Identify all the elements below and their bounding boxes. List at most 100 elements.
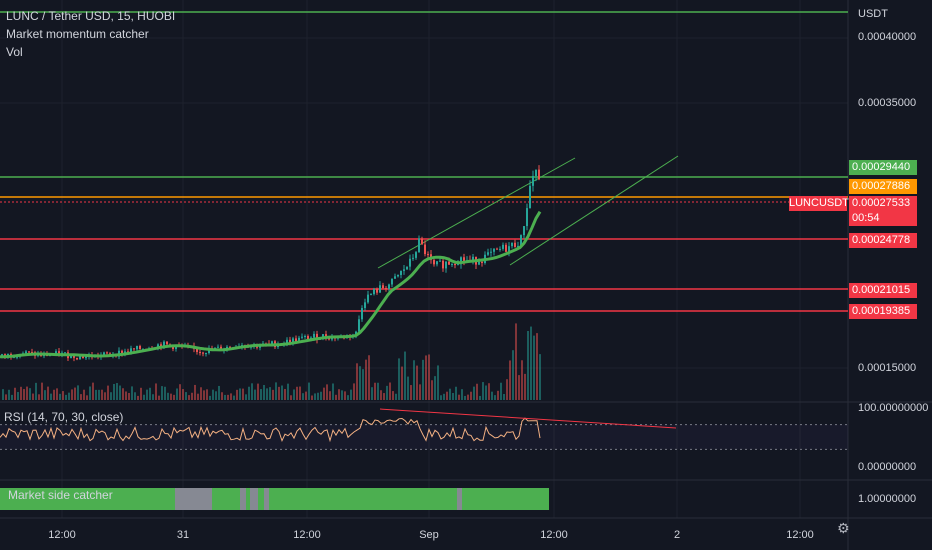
candle-body — [133, 348, 135, 350]
volume-bar — [266, 388, 268, 400]
volume-bar — [302, 393, 304, 400]
volume-bar — [278, 386, 280, 400]
volume-bar — [200, 387, 202, 400]
momentum-ma-line — [0, 210, 542, 359]
candle-body — [451, 263, 453, 265]
time-label: 2 — [673, 529, 681, 541]
volume-bar — [104, 392, 106, 400]
channel-upper — [377, 157, 576, 269]
market-side-tick: 1.00000000 — [858, 493, 917, 505]
volume-bar — [188, 395, 190, 400]
volume-bar — [503, 393, 505, 400]
volume-bar — [152, 394, 154, 400]
volume-bar — [8, 389, 10, 400]
candle-body — [442, 260, 444, 269]
market-side-neutral — [240, 488, 246, 510]
volume-bar — [227, 394, 229, 400]
price-tag-support-3: 0.00019385 — [849, 304, 917, 319]
volume-bar — [479, 395, 481, 400]
volume-bar — [257, 383, 259, 400]
channel-lower — [509, 155, 679, 266]
rsi-line — [0, 417, 541, 443]
bar-countdown: 00:54 — [849, 211, 917, 226]
candle-body — [487, 252, 489, 255]
volume-bar — [341, 390, 343, 400]
volume-bar — [119, 385, 121, 400]
rsi-legend[interactable]: RSI (14, 70, 30, close) — [4, 410, 124, 424]
volume-bar — [446, 391, 448, 400]
volume-bar — [431, 380, 433, 400]
volume-bar — [170, 393, 172, 400]
volume-bar — [314, 393, 316, 400]
volume-bar — [470, 391, 472, 400]
volume-bar — [212, 389, 214, 400]
candle-body — [445, 261, 447, 269]
candle-body — [514, 242, 516, 248]
candle-body — [415, 252, 417, 258]
volume-bar — [374, 382, 376, 400]
volume-bar — [26, 386, 28, 400]
symbol-legend[interactable]: LUNC / Tether USD, 15, HUOBI — [6, 9, 176, 23]
candle-body — [388, 284, 390, 289]
price-tag-support-2: 0.00021015 — [849, 283, 917, 298]
indicator-legend-volume[interactable]: Vol — [6, 45, 23, 59]
indicator-legend-momentum[interactable]: Market momentum catcher — [6, 27, 149, 41]
market-side-legend[interactable]: Market side catcher — [8, 488, 113, 502]
volume-bar — [122, 388, 124, 400]
volume-bar — [98, 389, 100, 400]
candle-body — [106, 352, 108, 354]
gear-icon[interactable]: ⚙ — [837, 520, 850, 536]
volume-bar — [419, 384, 421, 400]
candle-body — [526, 208, 528, 227]
volume-bar — [425, 355, 427, 400]
volume-bar — [350, 389, 352, 400]
volume-bar — [527, 330, 529, 400]
candle-body — [505, 244, 507, 252]
candle-body — [520, 235, 522, 246]
volume-bar — [347, 395, 349, 400]
candle-body — [139, 346, 141, 350]
volume-bar — [536, 333, 538, 400]
volume-bar — [344, 391, 346, 400]
candle-body — [163, 341, 165, 348]
volume-bars — [2, 323, 541, 400]
market-side-bar — [0, 488, 549, 510]
price-tick: 0.00035000 — [858, 97, 917, 109]
candle-body — [136, 346, 138, 350]
candle-body — [166, 341, 168, 345]
volume-bar — [254, 389, 256, 400]
candle-body — [481, 261, 483, 263]
volume-bar — [167, 392, 169, 400]
volume-bar — [401, 366, 403, 400]
volume-bar — [116, 383, 118, 400]
volume-bar — [83, 389, 85, 400]
candle-body — [400, 270, 402, 275]
volume-bar — [32, 393, 34, 400]
volume-bar — [404, 351, 406, 400]
volume-bar — [65, 394, 67, 400]
candle-body — [79, 356, 81, 360]
currency-label: USDT — [858, 8, 888, 20]
volume-bar — [518, 375, 520, 400]
candle-body — [367, 294, 369, 303]
volume-bar — [74, 387, 76, 400]
volume-bar — [233, 395, 235, 400]
momentum-line — [0, 210, 542, 359]
volume-bar — [125, 391, 127, 400]
volume-bar — [338, 389, 340, 400]
volume-bar — [197, 393, 199, 400]
volume-bar — [539, 354, 541, 400]
time-label: 12:00 — [786, 529, 814, 541]
candle-body — [121, 350, 123, 355]
volume-bar — [473, 386, 475, 400]
volume-bar — [218, 385, 220, 400]
volume-bar — [95, 389, 97, 400]
volume-bar — [191, 392, 193, 400]
volume-bar — [248, 386, 250, 400]
price-tag-orange: 0.00027886 — [849, 179, 917, 194]
volume-bar — [134, 392, 136, 400]
rsi-divergence-line — [379, 408, 677, 429]
candle-body — [535, 169, 537, 176]
volume-bar — [371, 387, 373, 400]
